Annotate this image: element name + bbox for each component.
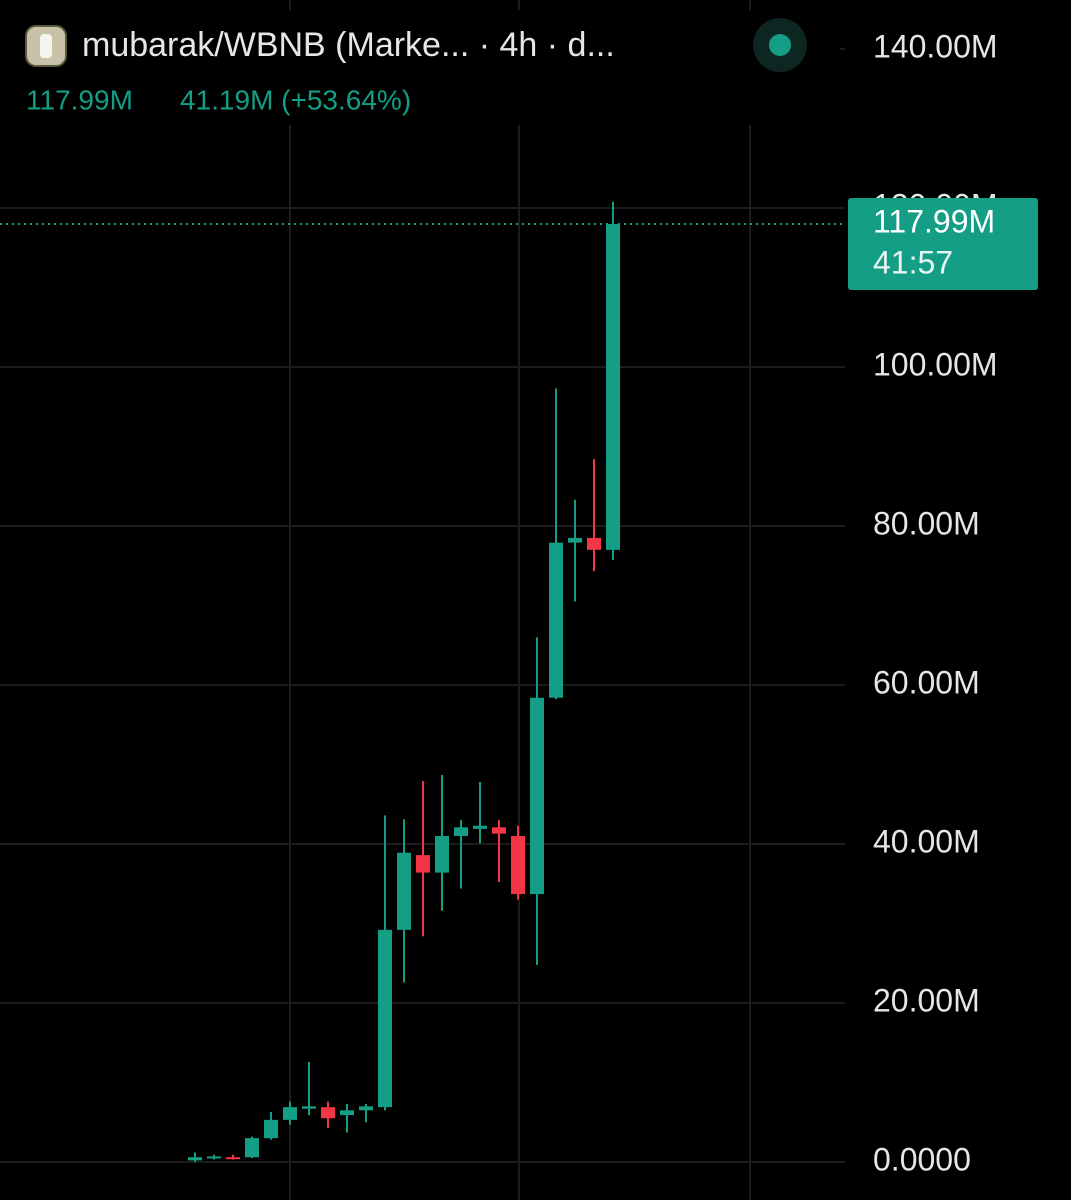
candle-body: [359, 1106, 373, 1111]
candle-body: [587, 537, 601, 550]
candle-body: [549, 542, 563, 698]
candle-body: [188, 1157, 202, 1161]
candle-body: [492, 827, 506, 834]
y-tick-label: 100.00M: [873, 346, 998, 382]
candle-body: [511, 836, 525, 895]
candle-body: [397, 852, 411, 930]
candle-body: [568, 537, 582, 543]
header-bg: [0, 10, 840, 125]
price-label: 117.99M: [873, 203, 995, 239]
candle-body: [416, 855, 430, 873]
candle-body: [207, 1156, 221, 1159]
candle-body: [454, 827, 468, 837]
candle-body: [226, 1157, 240, 1160]
last-value: 117.99M: [26, 84, 133, 115]
candle-body: [245, 1138, 259, 1158]
candle-body: [378, 929, 392, 1108]
candle-body: [435, 836, 449, 873]
change: 41.19M (+53.64%): [180, 84, 411, 115]
candle-body: [606, 223, 620, 550]
grid: [0, 47, 845, 1163]
chart-title: mubarak/WBNB (Marke... · 4h · d...: [82, 26, 615, 64]
candle-body: [340, 1110, 354, 1116]
y-axis: 0.000020.00M40.00M60.00M80.00M100.00M120…: [848, 28, 1038, 1177]
y-tick-label: 140.00M: [873, 28, 998, 64]
candle-body: [264, 1119, 278, 1139]
candle-body: [321, 1107, 335, 1119]
candles: [0, 201, 845, 1162]
candle-body: [283, 1107, 297, 1120]
y-tick-label: 80.00M: [873, 505, 980, 541]
candle-body: [302, 1106, 316, 1109]
price-countdown: 41:57: [873, 244, 953, 280]
y-tick-label: 60.00M: [873, 664, 980, 700]
status-dot: [769, 34, 791, 56]
token-icon-figure: [40, 34, 52, 58]
price-label-box: [848, 197, 1038, 290]
y-tick-label: 20.00M: [873, 982, 980, 1018]
candle-body: [473, 825, 487, 829]
y-tick-label: 40.00M: [873, 823, 980, 859]
candle-body: [530, 697, 544, 895]
y-tick-label: 0.0000: [873, 1141, 971, 1177]
